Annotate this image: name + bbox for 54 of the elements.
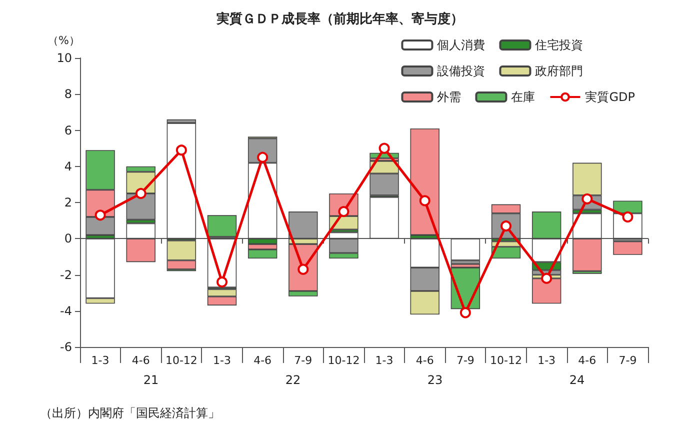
y-axis-title: （%） (48, 34, 80, 47)
legend-label: 政府部門 (535, 64, 584, 78)
point (419, 195, 430, 206)
legend-label: 個人消費 (437, 38, 486, 52)
text: 22 (285, 373, 301, 387)
y-tick-label: -6 (60, 340, 72, 354)
point (622, 211, 634, 222)
x-tick-label: 10-12 (165, 354, 198, 367)
x-tick-label: 7-9 (294, 354, 312, 367)
x-tick-label: 1-3 (91, 354, 110, 367)
bar (450, 238, 480, 260)
x-tick-label: 1-3 (375, 354, 394, 367)
point (460, 307, 471, 318)
bar (613, 241, 642, 255)
y-tick-label: 10 (56, 51, 72, 65)
x-tick-label: 7-9 (618, 354, 637, 367)
bar (410, 128, 440, 236)
y-tick-label: 0 (64, 232, 72, 246)
point (541, 272, 552, 284)
x-tick-label: 4-6 (254, 354, 272, 367)
text: 23 (427, 373, 443, 387)
x-tick-label: 10-12 (328, 354, 360, 367)
point (378, 142, 390, 154)
legend-label: 在庫 (511, 90, 536, 104)
point (94, 210, 106, 221)
bar (166, 123, 196, 239)
chart-title: 実質ＧＤＰ成長率（前期比年率、寄与度） (216, 11, 464, 27)
y-tick-label: 8 (64, 87, 72, 102)
text: 24 (569, 373, 585, 387)
y-tick-label: 2 (64, 196, 72, 210)
x-tick-label: 1-3 (538, 354, 556, 367)
legend-label: 外需 (437, 90, 462, 104)
x-tick-label: 10-12 (490, 354, 522, 367)
legend-label: 設備投資 (437, 64, 486, 78)
point (257, 152, 268, 163)
point (176, 144, 187, 156)
x-tick-label: 7-9 (456, 354, 474, 367)
legend-label: 住宅投資 (534, 38, 584, 52)
point (216, 276, 228, 288)
x-tick-label: 4-6 (578, 354, 596, 367)
x-tick-label: 1-3 (213, 354, 231, 367)
y-tick-label: -2 (60, 268, 72, 282)
point (338, 206, 350, 218)
y-tick-label: -4 (60, 304, 72, 318)
y-tick-label: 6 (64, 123, 72, 138)
text: （出所）内閣府「国民経済計算」 (40, 406, 220, 420)
bar (532, 278, 562, 304)
x-tick-label: 4-6 (132, 354, 150, 367)
legend-label: 実質GDP (585, 90, 636, 104)
y-tick-label: 4 (64, 159, 72, 174)
text: 21 (143, 373, 159, 387)
point (298, 264, 309, 275)
x-tick-label: 4-6 (416, 354, 434, 367)
point (135, 188, 146, 199)
